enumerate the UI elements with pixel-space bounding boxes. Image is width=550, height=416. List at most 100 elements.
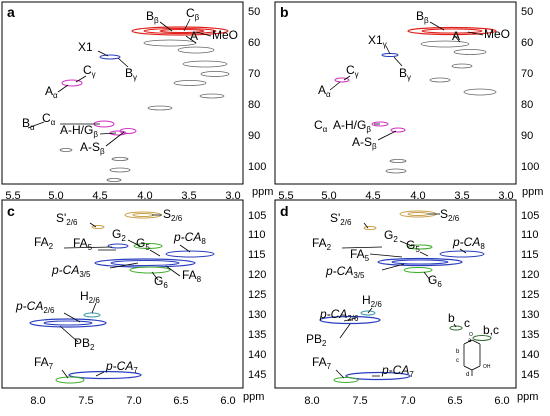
peak-label: p-CA7 <box>381 363 414 379</box>
contour-gray <box>385 168 407 174</box>
peak-label: H2/6 <box>362 293 382 309</box>
structure-atom-label: OH <box>483 364 491 370</box>
contour-gray <box>451 63 473 69</box>
contour-blue <box>43 320 93 326</box>
peak-label: G5 <box>406 238 420 254</box>
y-tick: 125 <box>248 289 266 301</box>
structure-atom-label: d <box>466 372 469 378</box>
contour-gray <box>147 105 173 111</box>
peak-label: S2/6 <box>440 207 460 223</box>
panel-a-leader-lines <box>27 18 212 147</box>
peak-label: p-CA8 <box>173 230 206 246</box>
contour-gray <box>106 178 122 182</box>
x-tick: 6.0 <box>220 395 235 407</box>
x-unit: ppm <box>252 186 273 198</box>
panel-d-label: d <box>280 203 289 219</box>
peak-label: Bα <box>22 116 35 132</box>
peak-label: Aα <box>45 84 58 100</box>
peak-label: A <box>190 29 198 43</box>
contour-gray <box>200 71 230 77</box>
x-tick: 5.5 <box>278 190 293 202</box>
y-tick: 50 <box>248 6 260 18</box>
x-tick: 3.5 <box>181 190 196 202</box>
x-unit: ppm <box>243 391 264 403</box>
x-tick: 5.0 <box>48 190 63 202</box>
peak-label: Cα <box>314 118 328 134</box>
panel-b-y-axis: 50 60 70 80 90 100 <box>521 6 539 173</box>
y-tick: 115 <box>521 249 539 261</box>
peak-label: b,c <box>483 323 499 337</box>
structure-atom-label: O <box>469 332 473 338</box>
panel-d-leader-lines <box>335 213 467 379</box>
panel-d-contours <box>319 210 492 383</box>
panel-d-frame <box>274 199 517 389</box>
structure-bond <box>471 365 481 371</box>
contour-blue <box>439 250 485 258</box>
peak-label: Cγ <box>83 63 96 79</box>
peak-label: A-H/Gβ <box>60 123 98 139</box>
y-tick: 70 <box>521 68 533 80</box>
structure-inset: a b c d O OH <box>456 332 491 378</box>
peak-label: X1 <box>78 40 93 54</box>
x-tick: 7.5 <box>352 395 367 407</box>
peak-label: FA5 <box>350 247 370 263</box>
panel-c-label: c <box>7 203 15 219</box>
peak-label: A-H/Gβ <box>333 118 371 134</box>
panel-a-x-axis: 5.5 5.0 4.5 4.0 3.5 3.0 ppm <box>5 186 273 202</box>
x-tick: 3.0 <box>225 190 240 202</box>
peak-label: G6 <box>154 274 168 290</box>
contour-red-meo <box>421 28 483 34</box>
contour-gray <box>420 40 470 48</box>
y-tick: 105 <box>248 210 266 222</box>
contour-gray <box>177 46 215 54</box>
contour-blue <box>377 257 463 267</box>
contour-tan <box>407 212 429 216</box>
panel-b-frame <box>274 1 517 185</box>
contour-red-meo <box>159 29 205 33</box>
y-tick: 105 <box>521 210 539 222</box>
x-tick: 4.0 <box>410 190 425 202</box>
panel-d-x-axis: 8.0 7.5 7.0 6.5 6.0 ppm <box>304 391 538 407</box>
peak-label: PB2 <box>74 336 95 352</box>
contour-magenta <box>371 121 389 127</box>
y-tick: 135 <box>521 329 539 341</box>
panel-a-y-axis: 50 60 70 80 90 100 <box>248 6 266 173</box>
peak-label: FA2 <box>312 236 332 252</box>
contour-darkgreen <box>472 335 492 341</box>
y-tick: 120 <box>521 269 539 281</box>
contour-gray <box>463 88 497 96</box>
peak-label: p-CA7 <box>105 359 138 375</box>
contour-gray <box>59 148 73 152</box>
y-tick: 115 <box>248 249 266 261</box>
structure-atom-label: c <box>456 358 459 364</box>
contour-blue <box>107 243 129 249</box>
peak-label: p-CA8 <box>452 235 485 251</box>
contour-green <box>333 377 359 383</box>
contour-magenta <box>390 127 406 133</box>
contour-tan <box>132 213 154 217</box>
peak-label: A-Sβ <box>352 135 377 151</box>
contour-magenta <box>334 77 350 83</box>
contour-gray <box>111 157 129 161</box>
x-tick: 6.0 <box>494 395 509 407</box>
peak-label: MeO <box>212 28 238 42</box>
peak-label: p-CA3/5 <box>51 263 91 279</box>
y-tick: 130 <box>521 309 539 321</box>
peak-label: Bγ <box>125 66 137 82</box>
contour-gray <box>143 39 197 47</box>
y-tick: 60 <box>521 37 533 49</box>
contour-green <box>133 243 163 249</box>
panel-c-x-axis: 8.0 7.5 7.0 6.5 6.0 ppm <box>30 391 264 407</box>
y-tick: 50 <box>521 6 533 18</box>
y-tick: 90 <box>248 130 260 142</box>
panel-b-annotations: Bβ MeO A X1γ Bγ Cγ Aα Cα A-H/Gβ A-Sβ <box>314 9 510 151</box>
peak-label: A <box>452 29 460 43</box>
contour-gray <box>453 49 487 55</box>
x-tick: 5.5 <box>5 190 20 202</box>
peak-label: S2/6 <box>163 207 183 223</box>
peak-label: c <box>464 316 470 330</box>
peak-label: S'2/6 <box>56 211 78 227</box>
contour-gray <box>389 159 407 163</box>
contour-gray <box>199 93 225 99</box>
